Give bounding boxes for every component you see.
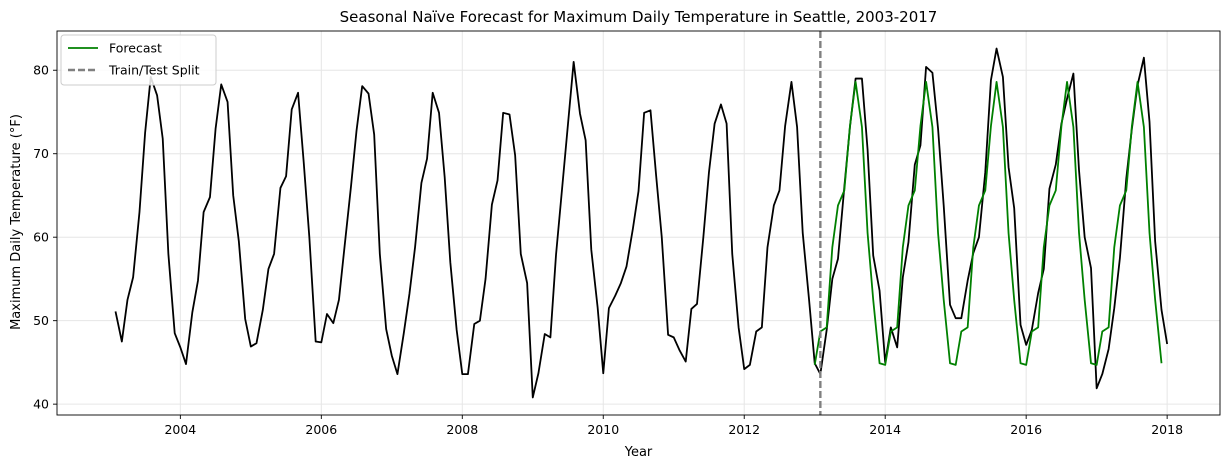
legend-label-forecast: Forecast [109,41,162,56]
x-tick-label: 2004 [164,422,196,437]
chart-title: Seasonal Naïve Forecast for Maximum Dail… [340,8,938,26]
x-axis-label: Year [624,445,653,460]
x-tick-label: 2018 [1151,422,1183,437]
legend-box [60,34,217,86]
y-tick-label: 80 [33,63,49,78]
y-tick-label: 40 [33,397,49,412]
x-tick-label: 2006 [305,422,337,437]
legend: Forecast Train/Test Split [60,34,217,86]
y-tick-label: 50 [33,313,49,328]
y-axis: 40 50 60 70 80 [33,63,57,412]
y-tick-label: 70 [33,146,49,161]
y-axis-label: Maximum Daily Temperature (°F) [9,114,24,330]
x-tick-label: 2014 [869,422,901,437]
x-tick-label: 2010 [587,422,619,437]
x-tick-label: 2012 [728,422,760,437]
x-tick-label: 2016 [1010,422,1042,437]
grid [57,31,1220,415]
series-layer [114,31,1169,415]
x-tick-label: 2008 [446,422,478,437]
series-line-observed [114,47,1169,399]
y-tick-label: 60 [33,230,49,245]
series-line-forecast [813,81,1163,366]
legend-label-train-test-split: Train/Test Split [108,63,200,78]
plot-frame [56,30,1221,416]
x-axis: 2004 2006 2008 2010 2012 2014 2016 2018 [164,415,1183,437]
